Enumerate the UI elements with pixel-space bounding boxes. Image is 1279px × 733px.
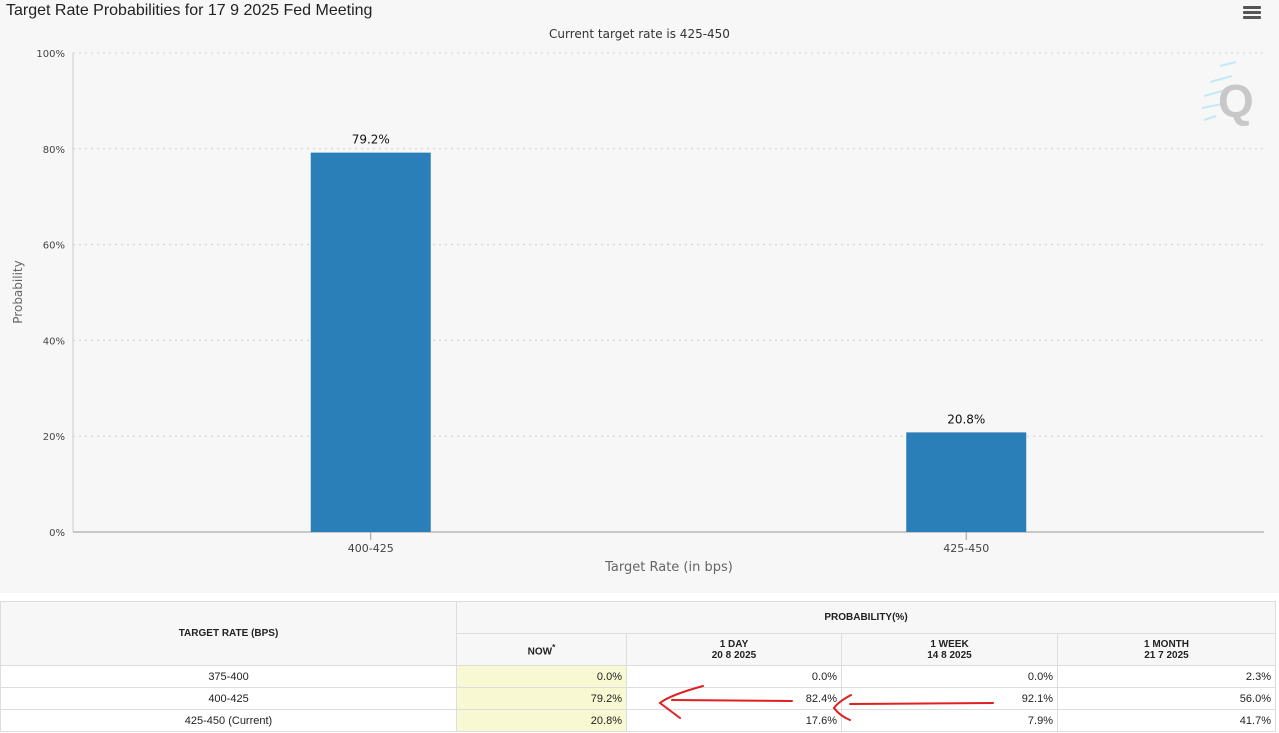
probability-table: TARGET RATE (BPS) PROBABILITY(%) NOW* 1 …	[0, 601, 1276, 732]
rate-cell: 425-450 (Current)	[0, 709, 457, 732]
y-tick-label: 20%	[43, 432, 65, 443]
probability-cell: 0.0%	[841, 665, 1058, 688]
header-probability: PROBABILITY(%)	[456, 601, 1276, 634]
header-1-week: 1 WEEK 14 8 2025	[841, 633, 1058, 666]
y-tick-label: 60%	[43, 241, 65, 252]
header-target-rate: TARGET RATE (BPS)	[0, 601, 457, 666]
hamburger-menu-icon[interactable]	[1243, 6, 1261, 20]
probability-cell: 0.0%	[626, 665, 842, 688]
bar-425-450[interactable]	[906, 432, 1027, 532]
header-now: NOW*	[456, 633, 627, 666]
probability-cell: 82.4%	[626, 687, 842, 710]
table-row: 400-425 79.2% 82.4% 92.1% 56.0%	[0, 687, 1276, 710]
probability-cell: 92.1%	[841, 687, 1058, 710]
probability-cell: 2.3%	[1057, 665, 1276, 688]
rate-cell: 375-400	[0, 665, 457, 688]
chart-subtitle: Current target rate is 425-450	[549, 27, 730, 41]
y-tick-label: 40%	[43, 336, 65, 347]
y-tick-label: 80%	[43, 145, 65, 156]
table-row: 375-400 0.0% 0.0% 0.0% 2.3%	[0, 665, 1276, 688]
table-row: 425-450 (Current) 20.8% 17.6% 7.9% 41.7%	[0, 709, 1276, 732]
svg-text:Q: Q	[1218, 75, 1254, 127]
bar-400-425[interactable]	[310, 152, 431, 532]
probability-cell: 79.2%	[456, 687, 627, 710]
chart-area: Target Rate Probabilities for 17 9 2025 …	[6, 2, 1264, 575]
probability-cell: 0.0%	[456, 665, 627, 688]
rate-cell: 400-425	[0, 687, 457, 710]
watermark-logo-icon: Q	[1201, 61, 1254, 127]
probability-cell: 56.0%	[1057, 687, 1276, 710]
chart-title: Target Rate Probabilities for 17 9 2025 …	[6, 2, 373, 19]
probability-cell: 20.8%	[456, 709, 627, 732]
probability-cell: 17.6%	[626, 709, 842, 732]
y-tick-label: 100%	[36, 49, 65, 60]
data-label: 20.8%	[947, 412, 985, 426]
probability-cell: 41.7%	[1057, 709, 1276, 732]
probability-cell: 7.9%	[841, 709, 1058, 732]
x-tick-label: 425-450	[943, 542, 989, 555]
y-axis-label: Probability	[11, 260, 25, 323]
data-label: 79.2%	[352, 133, 390, 147]
x-axis-label: Target Rate (in bps)	[604, 560, 733, 575]
y-tick-label: 0%	[49, 528, 65, 539]
header-1-day: 1 DAY 20 8 2025	[626, 633, 842, 666]
bar-chart: Q Probability Target Rate (in bps) 0% 20%…	[11, 49, 1264, 575]
header-1-month: 1 MONTH 21 7 2025	[1057, 633, 1276, 666]
x-tick-label: 400-425	[348, 542, 394, 555]
